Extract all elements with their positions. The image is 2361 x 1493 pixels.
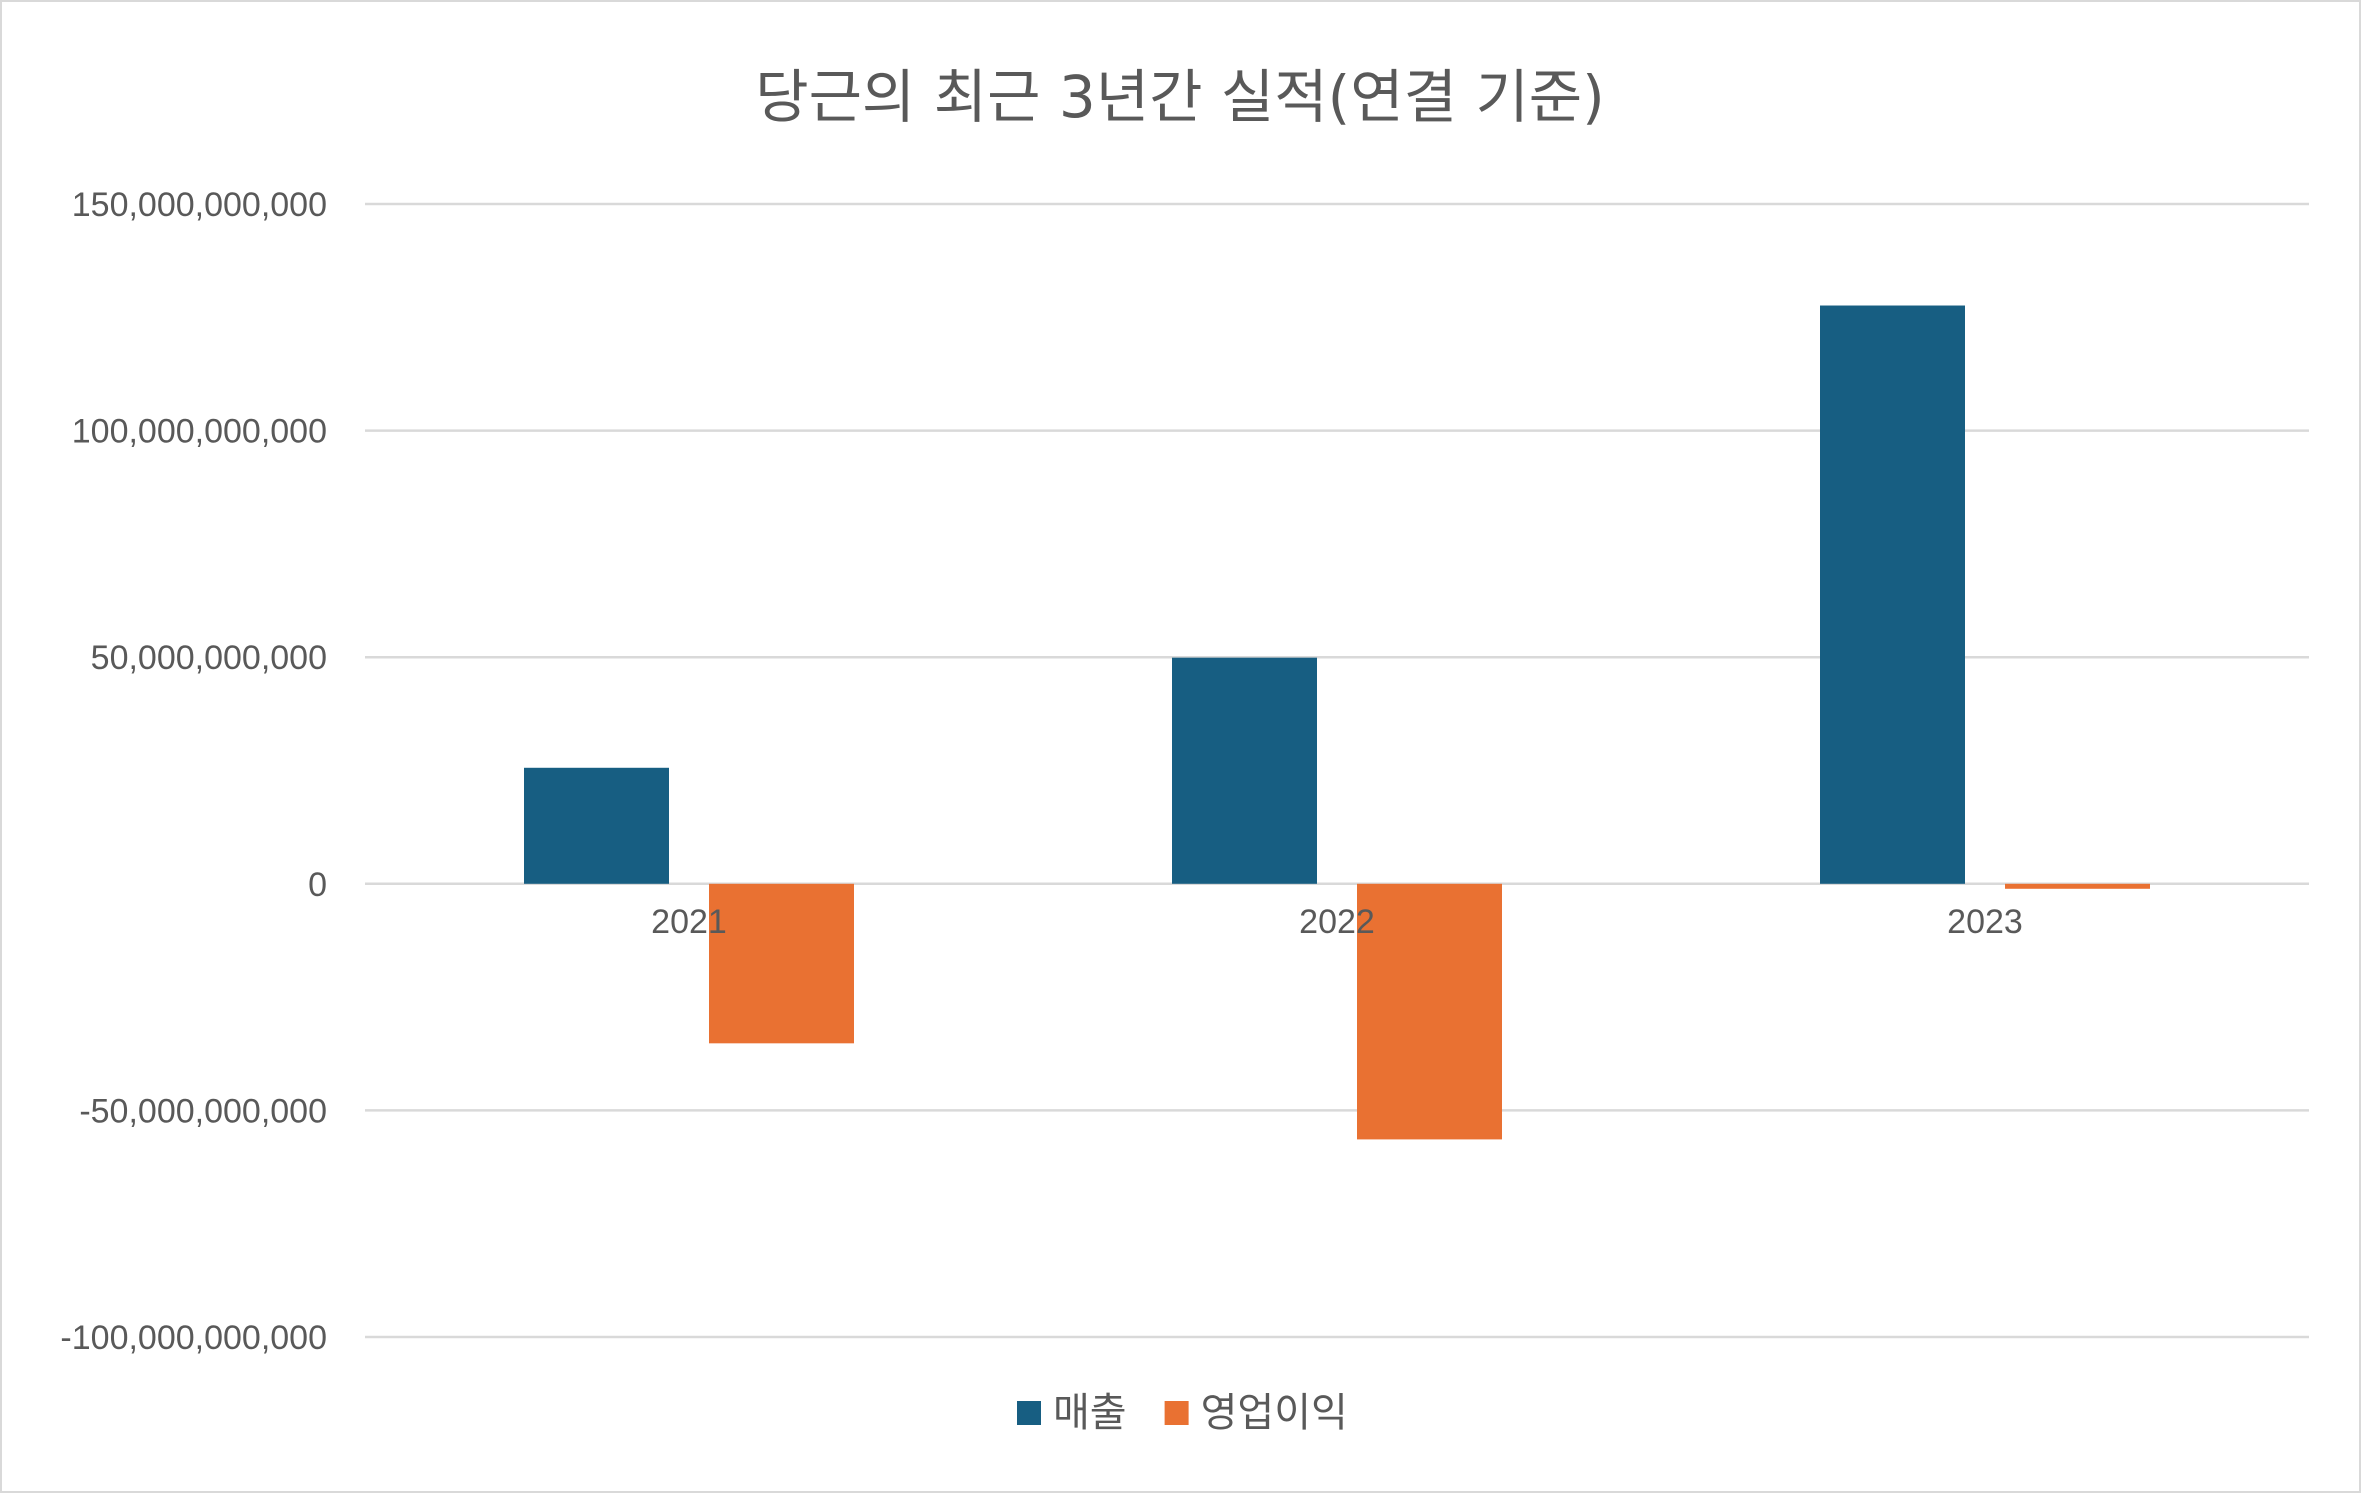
legend-label: 영업이익 xyxy=(1201,1390,1348,1436)
y-tick-label: -50,000,000,000 xyxy=(79,1092,327,1130)
y-tick-label: 0 xyxy=(308,866,327,904)
bars xyxy=(524,305,2150,1140)
bar-영업이익-2023 xyxy=(2005,883,2150,889)
y-tick-label: -100,000,000,000 xyxy=(60,1319,327,1357)
y-tick-label: 50,000,000,000 xyxy=(91,639,327,677)
legend-swatch xyxy=(1164,1401,1189,1425)
bar-영업이익-2021 xyxy=(709,883,854,1044)
bar-매출-2023 xyxy=(1820,305,1965,884)
legend-swatch xyxy=(1017,1401,1041,1425)
y-tick-label: 150,000,000,000 xyxy=(72,186,327,224)
chart-title: 당근의 최근 3년간 실적(연결 기준) xyxy=(755,63,1605,131)
gridlines xyxy=(365,202,2309,1339)
y-tick-label: 100,000,000,000 xyxy=(72,413,327,451)
x-tick-label: 2022 xyxy=(1299,903,1375,941)
y-axis-tick-labels: 150,000,000,000 100,000,000,000 50,000,000… xyxy=(60,186,327,1357)
bar-매출-2022 xyxy=(1172,657,1317,884)
x-axis-tick-labels: 2021 2022 2023 xyxy=(651,903,2023,941)
x-tick-label: 2023 xyxy=(1947,903,2023,941)
bar-매출-2021 xyxy=(524,767,669,884)
legend-label: 매출 xyxy=(1053,1390,1127,1436)
bar-영업이익-2022 xyxy=(1357,883,1502,1140)
legend: 매출 영업이익 xyxy=(1017,1390,1348,1436)
x-tick-label: 2021 xyxy=(651,903,727,941)
